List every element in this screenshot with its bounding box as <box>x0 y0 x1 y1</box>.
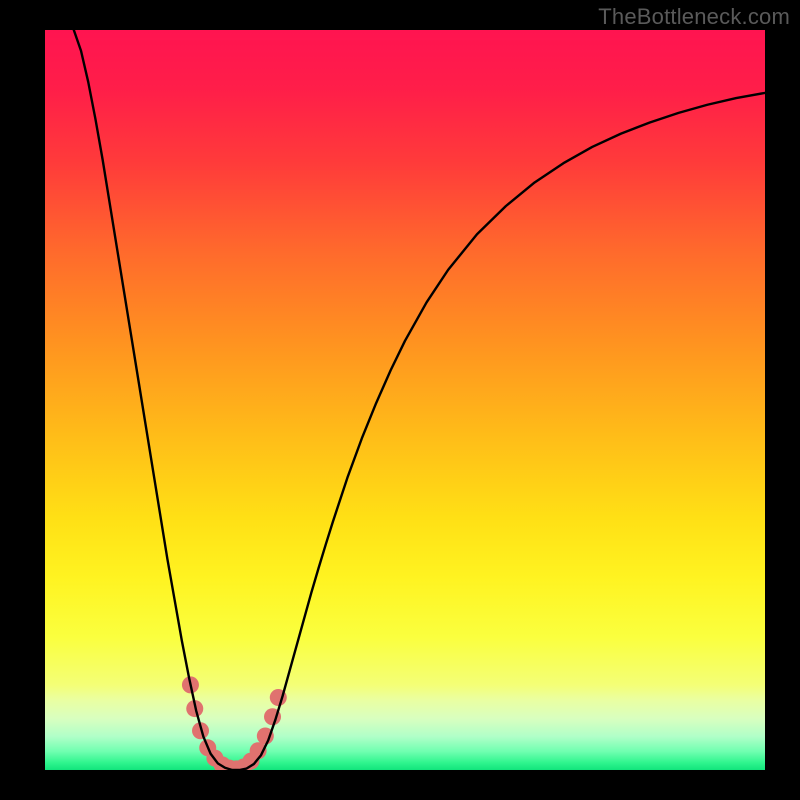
plot-background-gradient <box>45 30 765 770</box>
bottleneck-curve-chart <box>0 0 800 800</box>
chart-stage: TheBottleneck.com <box>0 0 800 800</box>
watermark-text: TheBottleneck.com <box>598 4 790 30</box>
